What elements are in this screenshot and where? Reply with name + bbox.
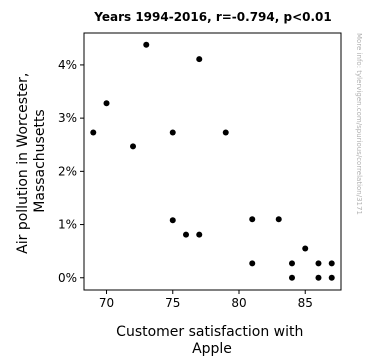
x-tick-label: 85	[298, 296, 313, 310]
x-tick-label: 70	[99, 296, 114, 310]
y-axis-label-line-1: Air pollution in Worcester,	[15, 73, 31, 254]
plot-frame	[83, 32, 342, 291]
data-point	[328, 260, 335, 267]
x-axis-label-line-1: Customer satisfaction with	[116, 324, 303, 340]
x-tick-label: 80	[231, 296, 246, 310]
y-tick-label: 0%	[58, 271, 77, 285]
data-point	[249, 260, 256, 267]
y-tick-label: 2%	[58, 164, 77, 178]
data-point	[103, 100, 110, 107]
data-point	[130, 143, 137, 150]
data-point	[302, 245, 309, 252]
data-point	[249, 216, 256, 223]
data-point	[183, 231, 190, 238]
y-tick-label: 1%	[58, 218, 77, 232]
y-axis-label: Air pollution in Worcester, Massachusett…	[15, 68, 48, 254]
data-point	[288, 260, 295, 267]
data-point	[90, 129, 97, 136]
y-axis-ticks: 0% 1% 2% 3% 4%	[58, 58, 84, 285]
data-point	[169, 217, 176, 224]
plot-area	[84, 33, 341, 290]
data-point	[196, 56, 203, 63]
data-point	[315, 274, 322, 281]
data-point	[196, 231, 203, 238]
x-axis-label-line-2: Apple	[192, 341, 232, 357]
data-point	[288, 274, 295, 281]
y-tick-label: 4%	[58, 58, 77, 72]
data-points	[90, 41, 335, 281]
data-point	[143, 41, 150, 48]
y-tick-label: 3%	[58, 111, 77, 125]
data-point	[222, 129, 229, 136]
source-note: More info: tylervigen.com/spurious/corre…	[355, 33, 363, 215]
data-point	[315, 260, 322, 267]
data-point	[169, 129, 176, 136]
y-axis-label-line-2: Massachusetts	[32, 109, 48, 212]
chart-title: Years 1994-2016, r=-0.794, p<0.01	[93, 10, 331, 24]
x-axis-ticks: 70 75 80 85	[99, 290, 313, 310]
data-point	[275, 216, 282, 223]
x-tick-label: 75	[165, 296, 180, 310]
data-point	[328, 274, 335, 281]
x-axis-label: Customer satisfaction with Apple	[116, 324, 308, 357]
